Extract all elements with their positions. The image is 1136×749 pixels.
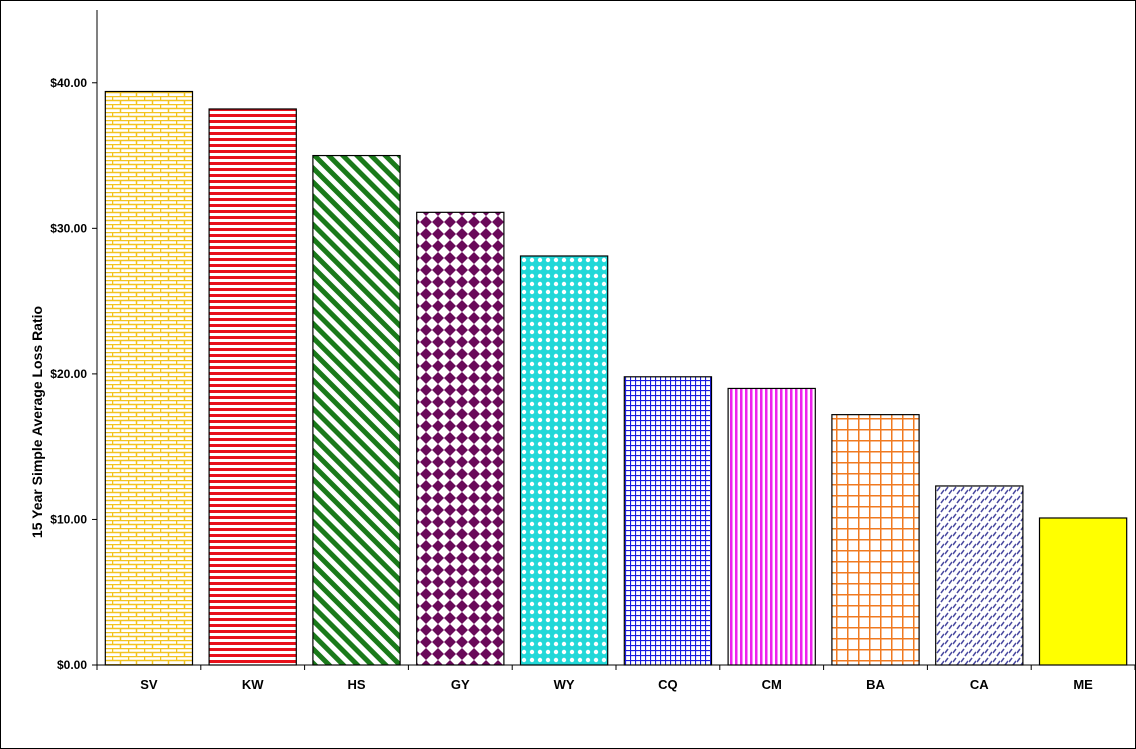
y-tick-label: $20.00: [50, 367, 87, 381]
x-tick-label: CM: [762, 677, 782, 692]
y-tick-label: $10.00: [50, 512, 87, 526]
x-ticks: SV KW HS GY WY CQ CM BA CA ME: [96, 665, 1136, 692]
x-tick-label: BA: [866, 677, 885, 692]
bar-kw: [208, 108, 297, 666]
bar-cq: [623, 376, 713, 666]
bar-wy: [519, 255, 609, 666]
x-tick-label: WY: [554, 677, 575, 692]
bars: [104, 90, 1128, 666]
x-tick-label: GY: [451, 677, 470, 692]
bar-gy: [416, 211, 505, 666]
y-axis-title: 15 Year Simple Average Loss Ratio: [29, 306, 45, 538]
bar-ca: [935, 485, 1024, 666]
x-tick-label: SV: [140, 677, 158, 692]
bar-me: [1038, 517, 1128, 666]
bar-cm: [727, 387, 816, 666]
x-tick-label: ME: [1073, 677, 1093, 692]
x-tick-label: KW: [242, 677, 264, 692]
x-tick-label: HS: [347, 677, 365, 692]
y-ticks: $0.00 $10.00 $20.00 $30.00 $40.00: [50, 76, 97, 672]
x-tick-label: CA: [970, 677, 989, 692]
y-tick-label: $30.00: [50, 221, 87, 235]
y-tick-label: $0.00: [57, 658, 87, 672]
y-tick-label: $40.00: [50, 76, 87, 90]
bar-sv: [104, 90, 194, 666]
x-tick-label: CQ: [658, 677, 678, 692]
bar-ba: [831, 414, 920, 666]
bar-hs: [312, 154, 401, 666]
